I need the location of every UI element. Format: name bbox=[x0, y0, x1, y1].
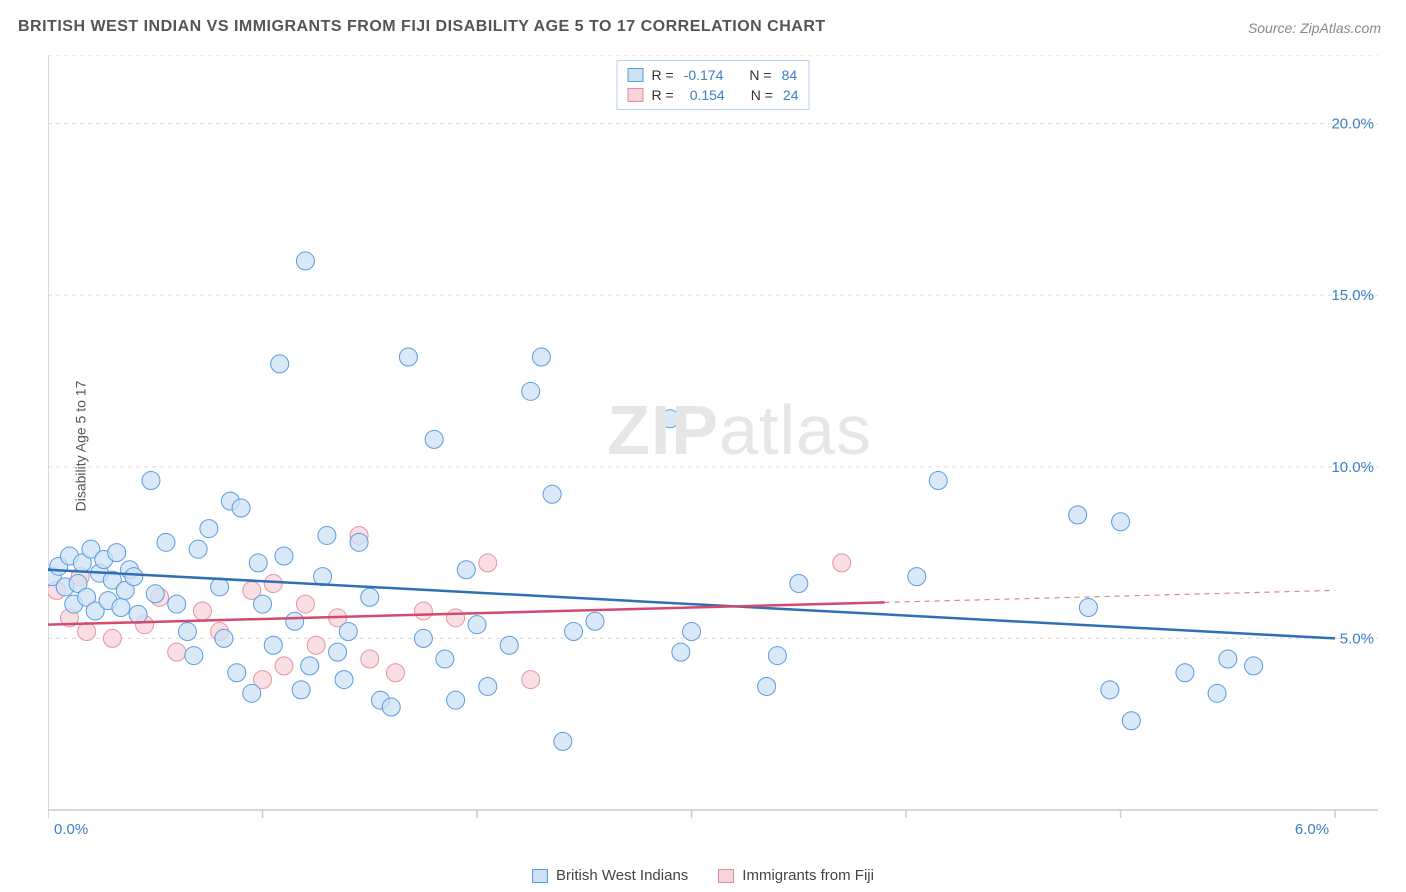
source-attribution: Source: ZipAtlas.com bbox=[1248, 20, 1381, 36]
svg-text:15.0%: 15.0% bbox=[1331, 287, 1374, 304]
chart-plot-area: 5.0%10.0%15.0%20.0%0.0%6.0% ZIPatlas R =… bbox=[48, 55, 1378, 837]
series-legend: British West Indians Immigrants from Fij… bbox=[532, 867, 874, 884]
legend-row-pink: R = 0.154 N = 24 bbox=[628, 85, 799, 105]
chart-title: BRITISH WEST INDIAN VS IMMIGRANTS FROM F… bbox=[18, 18, 826, 36]
correlation-legend: R = -0.174 N = 84 R = 0.154 N = 24 bbox=[617, 60, 810, 110]
legend-item-blue: British West Indians bbox=[532, 867, 688, 884]
swatch-pink-icon bbox=[628, 88, 644, 102]
svg-text:0.0%: 0.0% bbox=[54, 821, 88, 837]
swatch-pink-icon bbox=[718, 869, 734, 883]
svg-text:20.0%: 20.0% bbox=[1331, 116, 1374, 133]
svg-text:5.0%: 5.0% bbox=[1340, 630, 1374, 647]
swatch-blue-icon bbox=[628, 68, 644, 82]
legend-row-blue: R = -0.174 N = 84 bbox=[628, 65, 799, 85]
svg-text:6.0%: 6.0% bbox=[1295, 821, 1329, 837]
svg-text:10.0%: 10.0% bbox=[1331, 459, 1374, 476]
legend-item-pink: Immigrants from Fiji bbox=[718, 867, 874, 884]
swatch-blue-icon bbox=[532, 869, 548, 883]
scatter-chart-svg: 5.0% 10.0% 15.0% 20.0% 0.0% 6.0% bbox=[48, 55, 1378, 837]
